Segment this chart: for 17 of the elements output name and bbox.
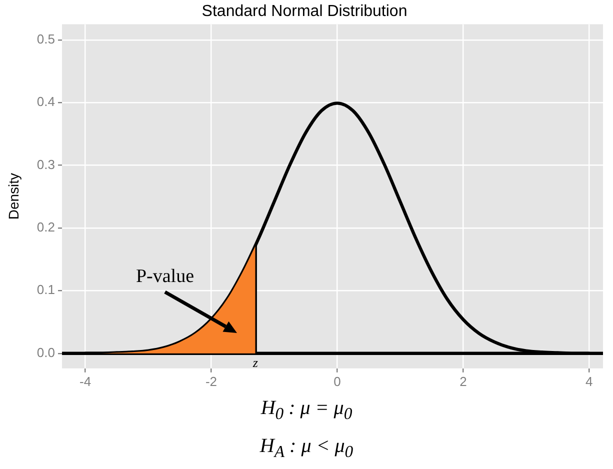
chart-title: Standard Normal Distribution — [202, 3, 408, 20]
y-tick-label: 0.2 — [36, 220, 55, 235]
x-tick-label: 2 — [460, 374, 467, 389]
x-tick-label: 0 — [334, 374, 341, 389]
y-tick-label: 0.4 — [36, 94, 55, 110]
y-tick-label: 0.3 — [36, 156, 55, 172]
y-tick-label: 0.1 — [36, 282, 55, 298]
text: H$_{A}$ : μ < μ$_{0}$ — [258, 434, 354, 463]
y-tick-label: 0.0 — [36, 344, 55, 360]
text: H$_{0}$ : μ = μ$_{0}$ — [260, 396, 354, 425]
x-tick-label: -4 — [80, 374, 92, 389]
annotation: P-value — [136, 266, 194, 287]
annotation: z — [252, 354, 258, 370]
y-tick-label: 0.5 — [36, 31, 55, 46]
x-tick-label: 4 — [586, 374, 593, 389]
y-axis-title: Density — [5, 172, 22, 220]
x-tick-label: -2 — [205, 374, 218, 389]
